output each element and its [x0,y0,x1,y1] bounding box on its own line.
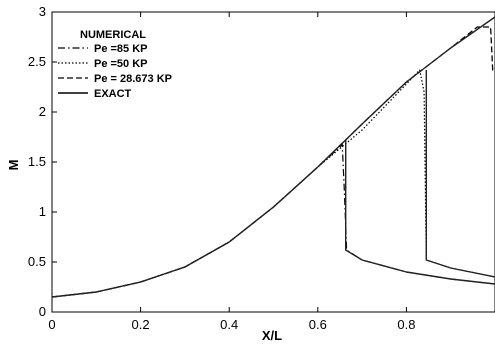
x-axis-title: X/L [262,328,282,343]
legend: NUMERICAL Pe =85 KP Pe =50 KP Pe = 28.673 … [58,29,172,100]
x-tick-label: 0.8 [397,317,415,332]
series-line-pe-50-kp [51,69,495,298]
series-line-pe-28-673-kp [51,26,494,298]
y-tick-label: 0 [39,304,46,319]
series-line-exact [51,16,495,298]
x-tick-label: 0.2 [132,317,150,332]
y-tick-label: 2 [39,104,46,119]
y-tick-label: 1.5 [28,154,46,169]
y-axis-title: M [6,160,21,171]
series-line-exact [425,70,495,278]
series-line-exact [345,140,495,285]
y-tick-label: 1 [39,204,46,219]
ticks-layer: 0 0.2 0.4 0.6 0.8 0 0.5 1 1.5 2 2.5 3 [28,4,416,332]
series-layer [51,16,495,298]
legend-label-exact: EXACT [94,88,132,100]
x-tick-label: 0 [48,317,55,332]
y-tick-label: 0.5 [28,254,46,269]
legend-label-pe-50-kp: Pe =50 KP [94,58,148,70]
x-tick-label: 0.4 [220,317,238,332]
series-line-pe-85-kp [51,143,495,298]
legend-label-pe-85-kp: Pe =85 KP [94,43,148,55]
y-tick-label: 2.5 [28,54,46,69]
y-tick-label: 3 [39,4,46,19]
legend-title: NUMERICAL [80,29,146,41]
plot-area [51,11,495,313]
x-tick-label: 0.6 [309,317,327,332]
legend-label-pe-28-673-kp: Pe = 28.673 KP [94,73,172,85]
